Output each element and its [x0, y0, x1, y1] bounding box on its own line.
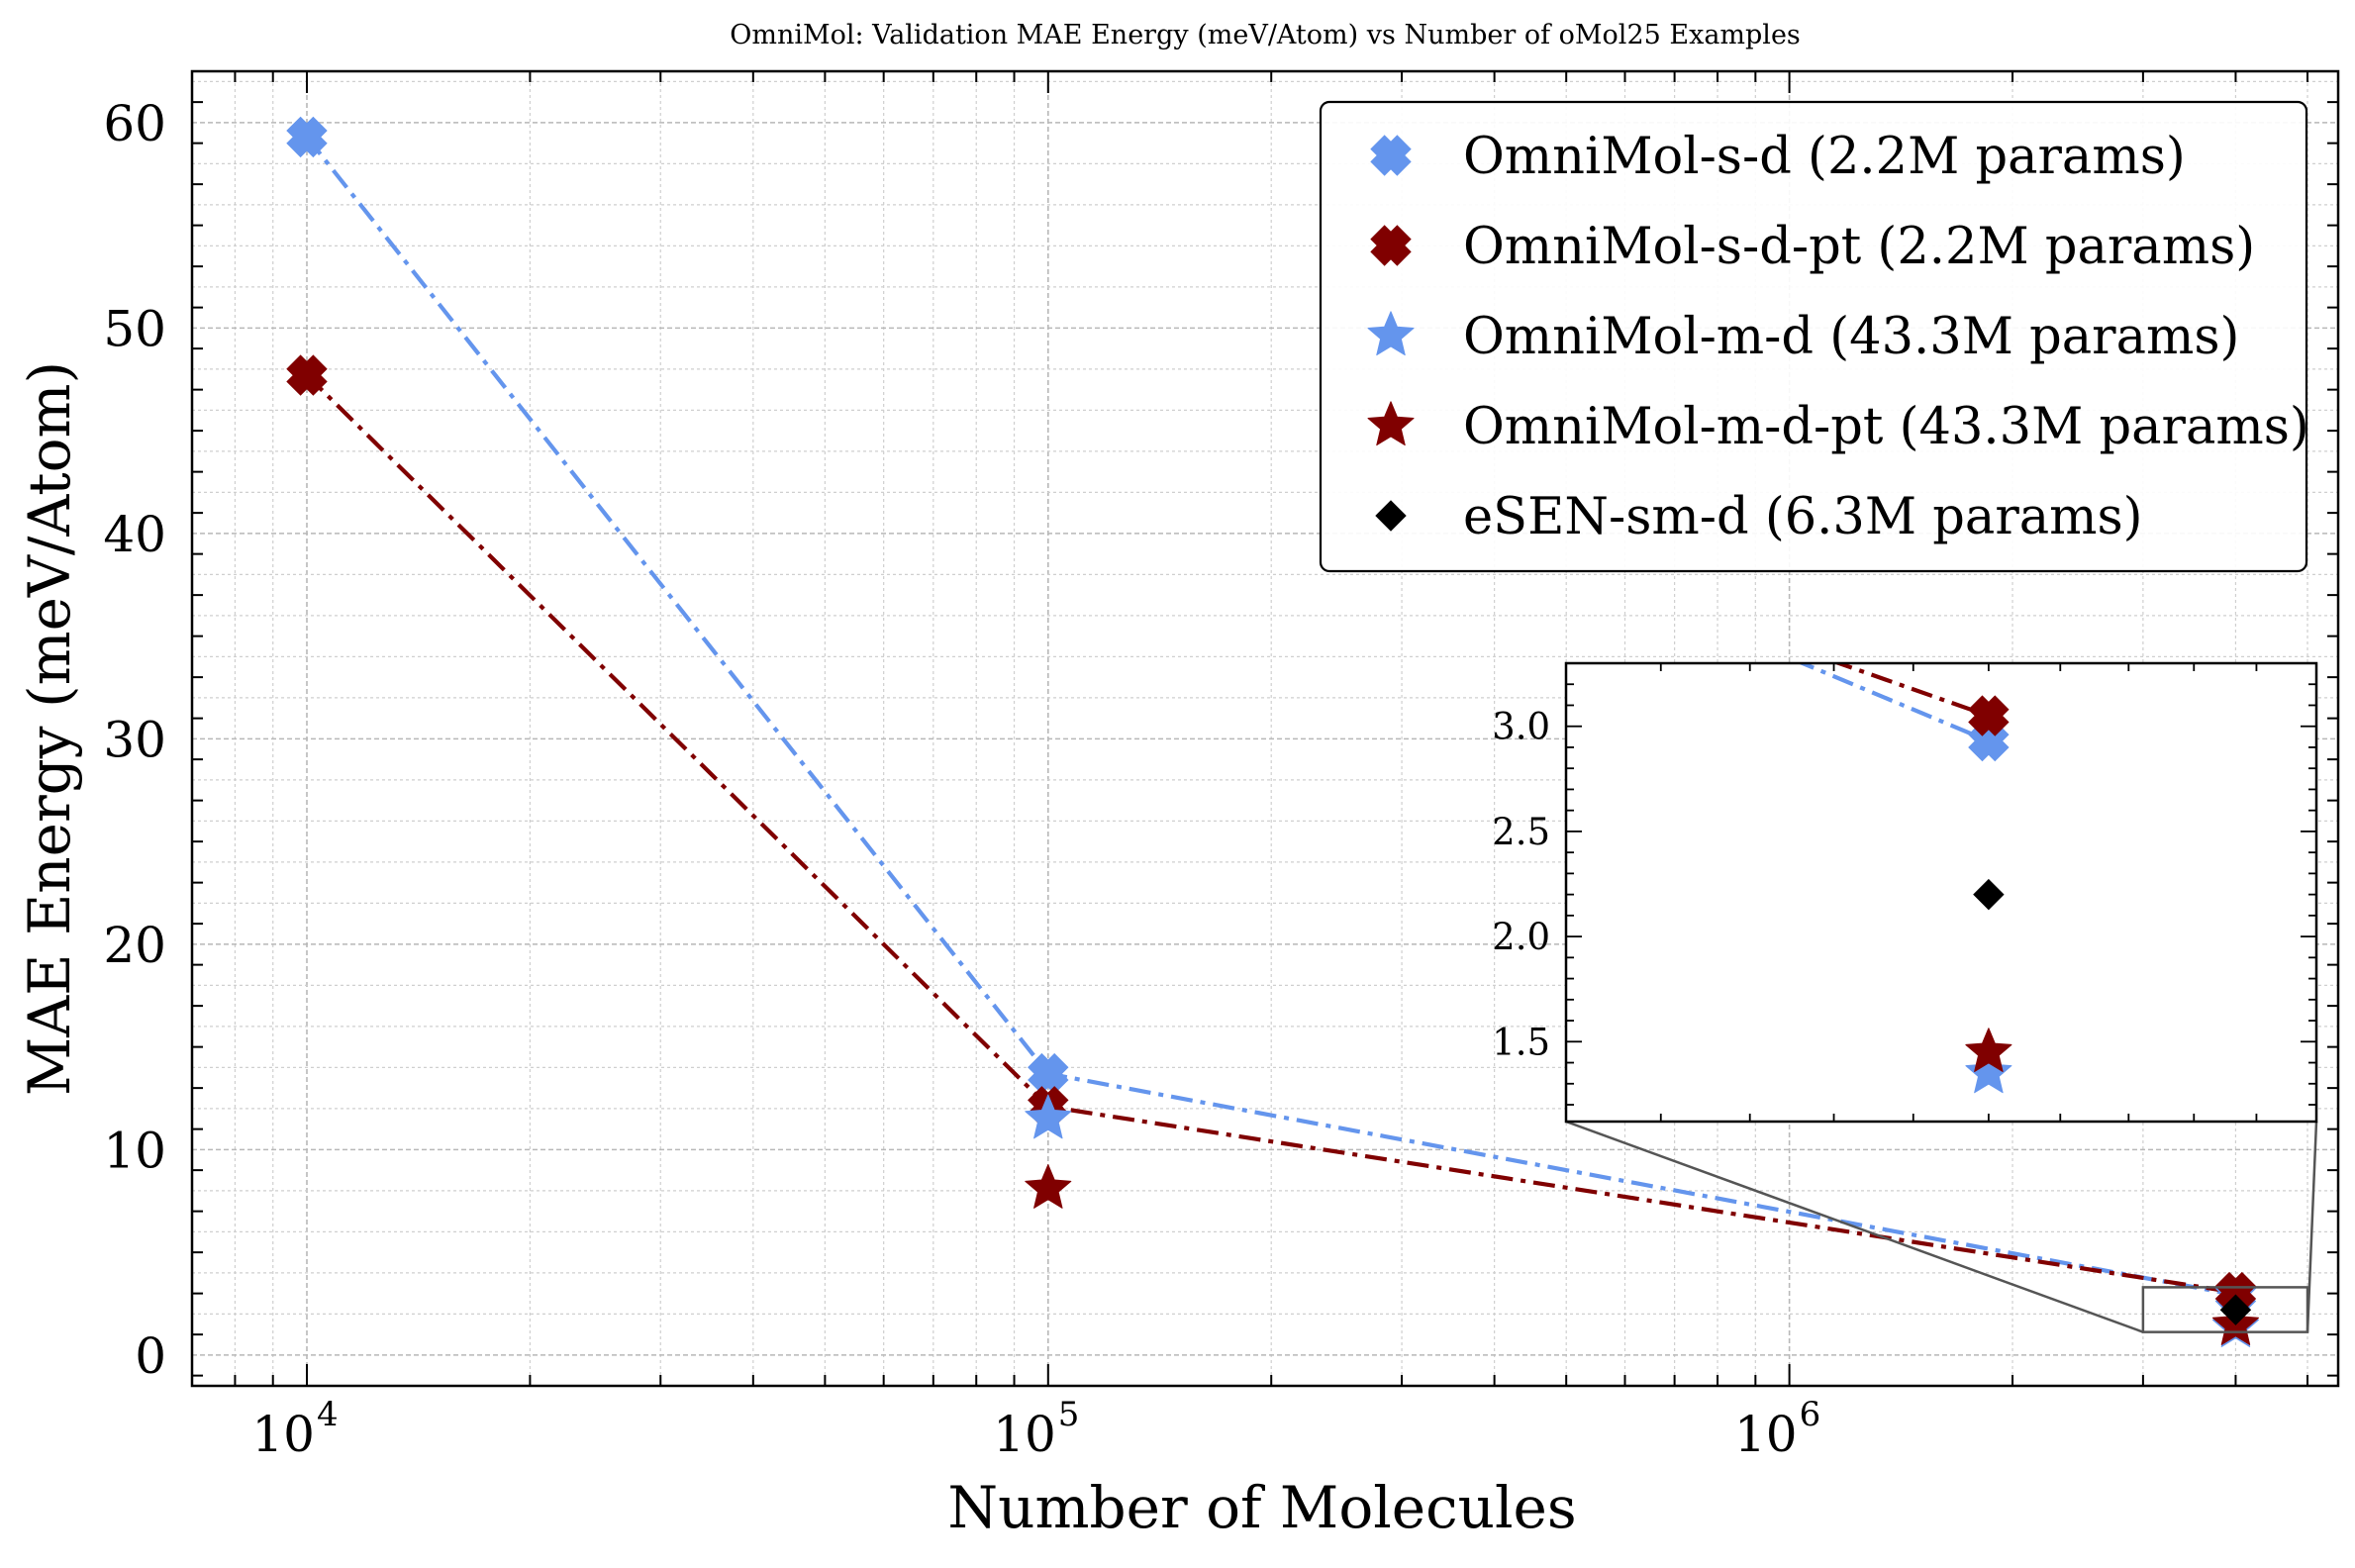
x-tick-label: 10 5 — [993, 1395, 1079, 1463]
inset-series-markers — [1965, 695, 2012, 1094]
legend-label: OmniMol-m-d-pt (43.3M params) — [1463, 398, 2309, 456]
legend-label: eSEN-sm-d (6.3M params) — [1463, 488, 2143, 546]
legend-label: OmniMol-s-d (2.2M params) — [1463, 128, 2186, 186]
inset-y-tick-label: 2.0 — [1492, 916, 1550, 958]
legend-marker-omnimol-m-d-pt-43-3m-params — [1367, 401, 1415, 446]
x-tick-label-base: 10 — [251, 1406, 315, 1463]
legend: OmniMol-s-d (2.2M params) OmniMol-s-d-pt … — [1319, 100, 2309, 573]
x-tick-label: 10 4 — [251, 1395, 338, 1463]
zoom-indicator — [1565, 1120, 2318, 1333]
legend-marker-esen-sm-d-6-3m-params — [1375, 500, 1407, 532]
inset-data-point-omnimol-s-d-pt-2-2m-params — [1968, 695, 2010, 736]
inset-y-tick-label: 3.0 — [1492, 706, 1550, 748]
x-tick-label-base: 10 — [993, 1406, 1056, 1463]
chart-title: OmniMol: Validation MAE Energy (meV/Atom… — [730, 20, 1801, 50]
data-point-omnimol-s-d-2-2m-params — [286, 116, 328, 158]
legend-label: OmniMol-s-d-pt (2.2M params) — [1463, 218, 2255, 276]
inset-ticks — [1566, 663, 2316, 1122]
data-point-omnimol-s-d-pt-2-2m-params — [286, 354, 328, 396]
legend-marker-omnimol-m-d-43-3m-params — [1367, 311, 1415, 356]
data-point-omnimol-m-d-43-3m-params — [1025, 1094, 1072, 1139]
zoom-connector — [2306, 1121, 2318, 1332]
main-ticks — [191, 71, 2338, 1386]
x-tick-label-exponent: 4 — [317, 1395, 339, 1434]
x-axis-label: Number of Molecules — [947, 1474, 1576, 1541]
data-point-esen-sm-d-6-3m-params — [2219, 1294, 2252, 1325]
y-tick-label: 0 — [135, 1327, 166, 1385]
y-tick-label: 20 — [103, 917, 166, 974]
x-tick-label-exponent: 5 — [1058, 1395, 1080, 1434]
legend-marker-omnimol-s-d-pt-2-2m-params — [1370, 225, 1412, 266]
inset-data-point-omnimol-m-d-43-3m-params — [1965, 1048, 2012, 1094]
data-point-omnimol-m-d-pt-43-3m-params — [1025, 1164, 1072, 1209]
inset-data-point-esen-sm-d-6-3m-params — [1973, 878, 2005, 911]
legend-box — [1319, 100, 2308, 573]
inset-zoom: 1.5 2.0 2.5 3.0 — [1492, 661, 2318, 1124]
y-axis-label: MAE Energy (meV/Atom) — [16, 361, 83, 1096]
y-tick-label: 60 — [103, 95, 166, 152]
data-point-omnimol-s-d-2-2m-params — [1028, 1052, 1069, 1095]
x-tick-label: 10 6 — [1734, 1395, 1820, 1463]
zoom-connector — [1565, 1120, 2144, 1333]
inset-background — [1566, 663, 2316, 1122]
x-tick-label-base: 10 — [1734, 1406, 1798, 1463]
data-point-omnimol-s-d-pt-2-2m-params — [2214, 1271, 2257, 1314]
y-tick-label: 10 — [103, 1122, 166, 1179]
main-plot-frame — [190, 69, 2340, 1388]
legend-marker-omnimol-s-d-2-2m-params — [1370, 135, 1412, 176]
main-series-markers — [286, 116, 2259, 1347]
inset-frame — [1564, 661, 2318, 1124]
inset-y-tick-label: 2.5 — [1492, 811, 1550, 853]
y-tick-label: 30 — [103, 711, 166, 768]
inset-y-tick-label: 1.5 — [1492, 1021, 1550, 1063]
legend-label: OmniMol-m-d (43.3M params) — [1463, 308, 2239, 366]
inset-data-point-omnimol-m-d-pt-43-3m-params — [1965, 1028, 2012, 1072]
y-tick-label: 40 — [103, 506, 166, 563]
y-tick-label: 50 — [103, 300, 166, 357]
x-tick-label-exponent: 6 — [1800, 1395, 1821, 1434]
